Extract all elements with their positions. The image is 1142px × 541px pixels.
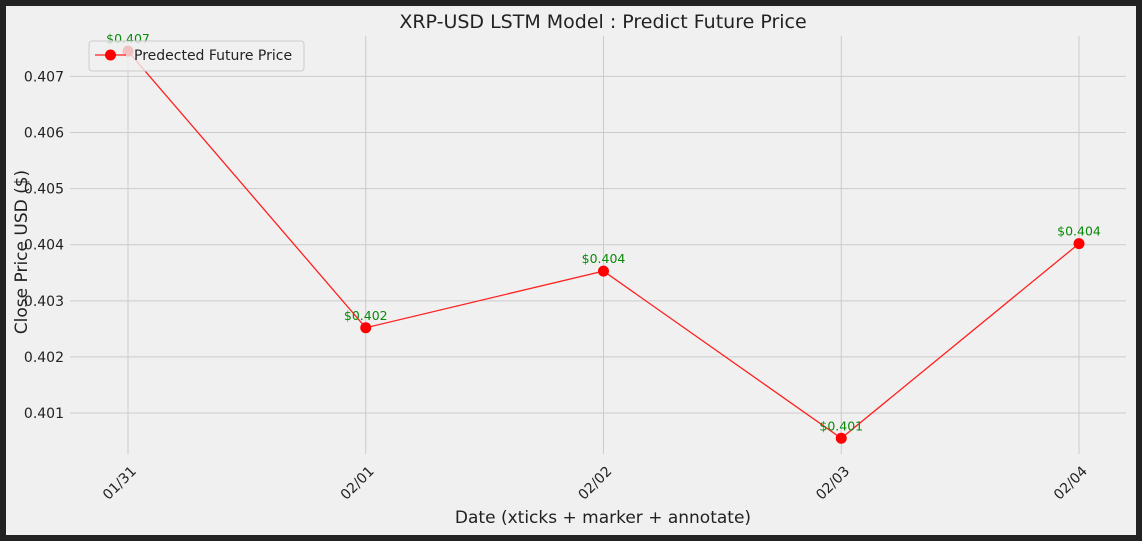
line-chart: 0.401 0.402 0.403 0.404 0.405 0.406 0.407 01/3…: [12, 11, 1126, 528]
grid: [70, 36, 1126, 454]
legend-marker-swatch: [105, 49, 116, 61]
data-label: $0.402: [344, 308, 388, 323]
x-tick-label: 01/31: [100, 464, 140, 504]
y-tick-label: 0.407: [24, 69, 64, 85]
legend: Predected Future Price: [88, 40, 305, 72]
x-axis-label: Date (xticks + marker + annotate): [455, 508, 751, 528]
data-point: [360, 322, 372, 334]
x-tick-label: 02/02: [575, 464, 615, 504]
y-tick-label: 0.405: [24, 182, 64, 198]
y-axis-label: Close Price USD ($): [12, 170, 32, 334]
x-tick-label: 02/03: [813, 464, 853, 504]
x-axis-ticks: 01/31 02/01 02/02 02/03 02/04: [100, 463, 1091, 503]
y-axis-ticks: 0.401 0.402 0.403 0.404 0.405 0.406 0.407: [24, 69, 64, 422]
data-point: [1073, 238, 1085, 250]
data-label: $0.404: [582, 251, 626, 266]
x-tick-label: 02/04: [1051, 463, 1091, 503]
data-label: $0.404: [1057, 224, 1101, 239]
y-tick-label: 0.401: [24, 406, 64, 422]
chart-figure: 0.401 0.402 0.403 0.404 0.405 0.406 0.407 01/3…: [6, 6, 1136, 535]
data-point: [598, 265, 609, 277]
data-point: [835, 432, 847, 444]
y-tick-label: 0.404: [24, 238, 64, 254]
chart-title: XRP-USD LSTM Model : Predict Future Pric…: [399, 11, 806, 33]
legend-label: Predected Future Price: [134, 48, 292, 64]
x-tick-label: 02/01: [338, 464, 378, 504]
y-tick-label: 0.402: [24, 350, 64, 366]
y-tick-label: 0.406: [24, 126, 64, 142]
y-tick-label: 0.403: [24, 294, 64, 310]
legend-box: [88, 40, 305, 72]
data-annotations: $0.407$0.402$0.404$0.401$0.404: [106, 31, 1101, 433]
data-label: $0.401: [819, 418, 863, 433]
